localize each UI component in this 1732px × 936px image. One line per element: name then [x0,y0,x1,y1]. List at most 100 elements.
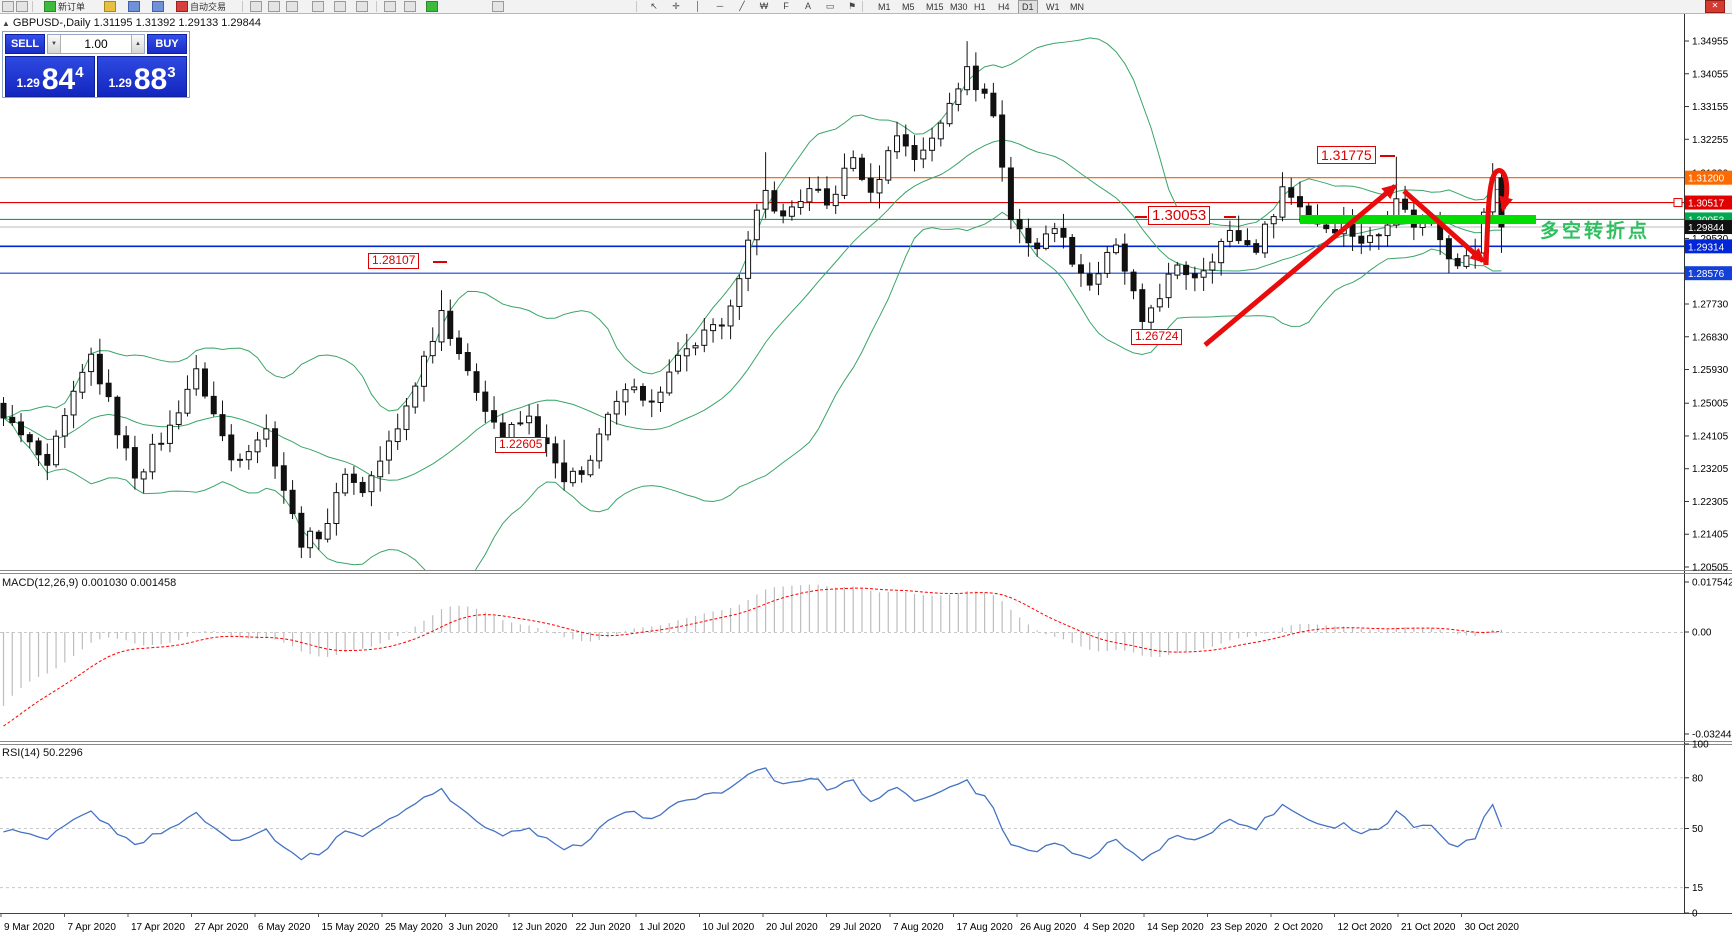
zoom-out-icon[interactable] [334,0,348,13]
date-axis-label: 22 Jun 2020 [576,922,631,933]
draw-tool-icon[interactable]: ⚑ [847,1,857,11]
svg-text:1.25930: 1.25930 [1692,365,1729,376]
date-axis-label: 23 Sep 2020 [1211,922,1268,933]
main-chart-panel [0,37,1684,570]
svg-text:1.29314: 1.29314 [1688,242,1725,253]
svg-text:50: 50 [1692,824,1704,835]
buy-button[interactable]: BUY [147,34,187,54]
swing-high-label[interactable]: 1.31775 [1317,146,1376,165]
draw-tool-icon[interactable]: F [783,1,789,11]
close-icon[interactable]: ✕ [1705,0,1725,13]
draw-tool-icon[interactable]: ╱ [739,1,745,11]
timeframe-button-MN[interactable]: MN [1070,2,1084,12]
date-axis-label: 25 May 2020 [385,922,443,933]
svg-text:1.33155: 1.33155 [1692,102,1729,113]
volume-input[interactable] [61,35,131,53]
autotrade-button[interactable]: 自动交易 [176,0,226,13]
signals-icon[interactable] [152,0,166,13]
draw-tool-icon[interactable]: ─ [716,1,724,11]
bid-price-button[interactable]: 1.29 84 4 [5,56,95,97]
date-axis-label: 3 Jun 2020 [449,922,499,933]
date-axis-label: 14 Sep 2020 [1147,922,1204,933]
svg-text:1.21405: 1.21405 [1692,530,1729,541]
sell-button[interactable]: SELL [5,34,45,54]
date-axis-label: 17 Apr 2020 [131,922,185,933]
swing-high-label[interactable]: 1.28107 [368,253,420,269]
gold-icon[interactable] [104,0,118,13]
chart-window-icon[interactable] [2,0,16,13]
draw-tool-icon[interactable]: ₩ [759,1,769,11]
volume-decrease-button[interactable]: ▼ [48,35,61,53]
draw-tool-icon[interactable]: ↖ [650,1,658,11]
ask-price-button[interactable]: 1.29 88 3 [97,56,187,97]
svg-text:1.30517: 1.30517 [1688,199,1725,210]
timeframe-button-W1[interactable]: W1 [1046,2,1060,12]
date-axis-label: 12 Jun 2020 [512,922,567,933]
bar-chart-mode-icon[interactable] [250,0,264,13]
swing-low-label[interactable]: 1.26724 [1131,329,1183,345]
svg-text:100: 100 [1692,740,1709,751]
auto-scroll-icon[interactable] [384,0,398,13]
symbol-marker-icon: ▲ [2,19,10,28]
top-toolbar: 新订单 自动交易 ↖ ✛ │ ─ ╱ ₩ F A ▭ ⚑ M1 M5 M15 M30 H1 H4 D1 W1 MN [0,0,1732,14]
reversal-hook-arrow [1483,168,1513,266]
date-axis-label: 7 Apr 2020 [68,922,117,933]
svg-text:0.00: 0.00 [1692,628,1712,639]
draw-tool-icon[interactable]: ✛ [672,1,680,11]
add-indicator-icon[interactable] [426,0,440,13]
timeframe-button-M5[interactable]: M5 [902,2,915,12]
date-axis-label: 2 Oct 2020 [1274,922,1323,933]
date-axis-label: 26 Aug 2020 [1020,922,1077,933]
macd-label: MACD(12,26,9) 0.001030 0.001458 [2,577,177,589]
market-icon[interactable] [128,0,142,13]
chart-shift-icon[interactable] [404,0,418,13]
search-icon[interactable] [16,0,30,13]
date-axis-label: 29 Jul 2020 [830,922,882,933]
draw-tool-icon[interactable]: A [804,1,811,11]
zoom-in-icon[interactable] [312,0,326,13]
timeframe-button-M15[interactable]: M15 [926,2,944,12]
draw-tool-icon[interactable]: │ [695,1,701,11]
svg-text:1.34955: 1.34955 [1692,37,1729,48]
svg-text:1.23205: 1.23205 [1692,464,1729,475]
tile-windows-icon[interactable] [356,0,370,13]
volume-increase-button[interactable]: ▲ [131,35,144,53]
svg-text:1.29844: 1.29844 [1688,223,1725,234]
date-axis-label: 6 May 2020 [258,922,311,933]
svg-text:0: 0 [1692,909,1698,920]
candle-chart-mode-icon[interactable] [268,0,282,13]
date-axis-label: 9 Mar 2020 [4,922,55,933]
timeframe-button-M1[interactable]: M1 [878,2,891,12]
date-axis-label: 15 May 2020 [322,922,380,933]
autotrade-icon [176,1,188,12]
svg-text:1.34055: 1.34055 [1692,69,1729,80]
timeframe-button-D1[interactable]: D1 [1018,0,1038,13]
volume-stepper: ▼ ▲ [47,34,145,54]
pivot-price-label[interactable]: 1.30053 [1148,206,1211,226]
draw-tool-icon[interactable]: ▭ [825,1,835,11]
timeframe-button-H1[interactable]: H1 [974,2,986,12]
date-axis-label: 12 Oct 2020 [1338,922,1393,933]
svg-text:1.32255: 1.32255 [1692,135,1729,146]
trend-arrow-up [1203,184,1398,347]
date-axis-label: 21 Oct 2020 [1401,922,1456,933]
date-axis-label: 10 Jul 2020 [703,922,755,933]
date-axis-label: 1 Jul 2020 [639,922,686,933]
timeframe-button-M30[interactable]: M30 [950,2,968,12]
svg-text:1.28576: 1.28576 [1688,269,1725,280]
symbol-ohlc-info: ▲ GBPUSD-,Daily 1.31195 1.31392 1.29133 1… [2,17,262,29]
period-clock-icon[interactable] [492,0,506,13]
swing-low-label[interactable]: 1.22605 [495,437,547,453]
date-axis-label: 30 Oct 2020 [1465,922,1520,933]
pivot-zone-bar [1300,215,1536,224]
macd-panel [0,584,1684,727]
rsi-label: RSI(14) 50.2296 [2,747,83,759]
line-chart-mode-icon[interactable] [286,0,300,13]
new-order-icon [44,1,56,12]
date-axis-label: 20 Jul 2020 [766,922,818,933]
new-order-button[interactable]: 新订单 [44,0,85,13]
trend-arrow-down [1402,189,1486,263]
timeframe-button-H4[interactable]: H4 [998,2,1010,12]
